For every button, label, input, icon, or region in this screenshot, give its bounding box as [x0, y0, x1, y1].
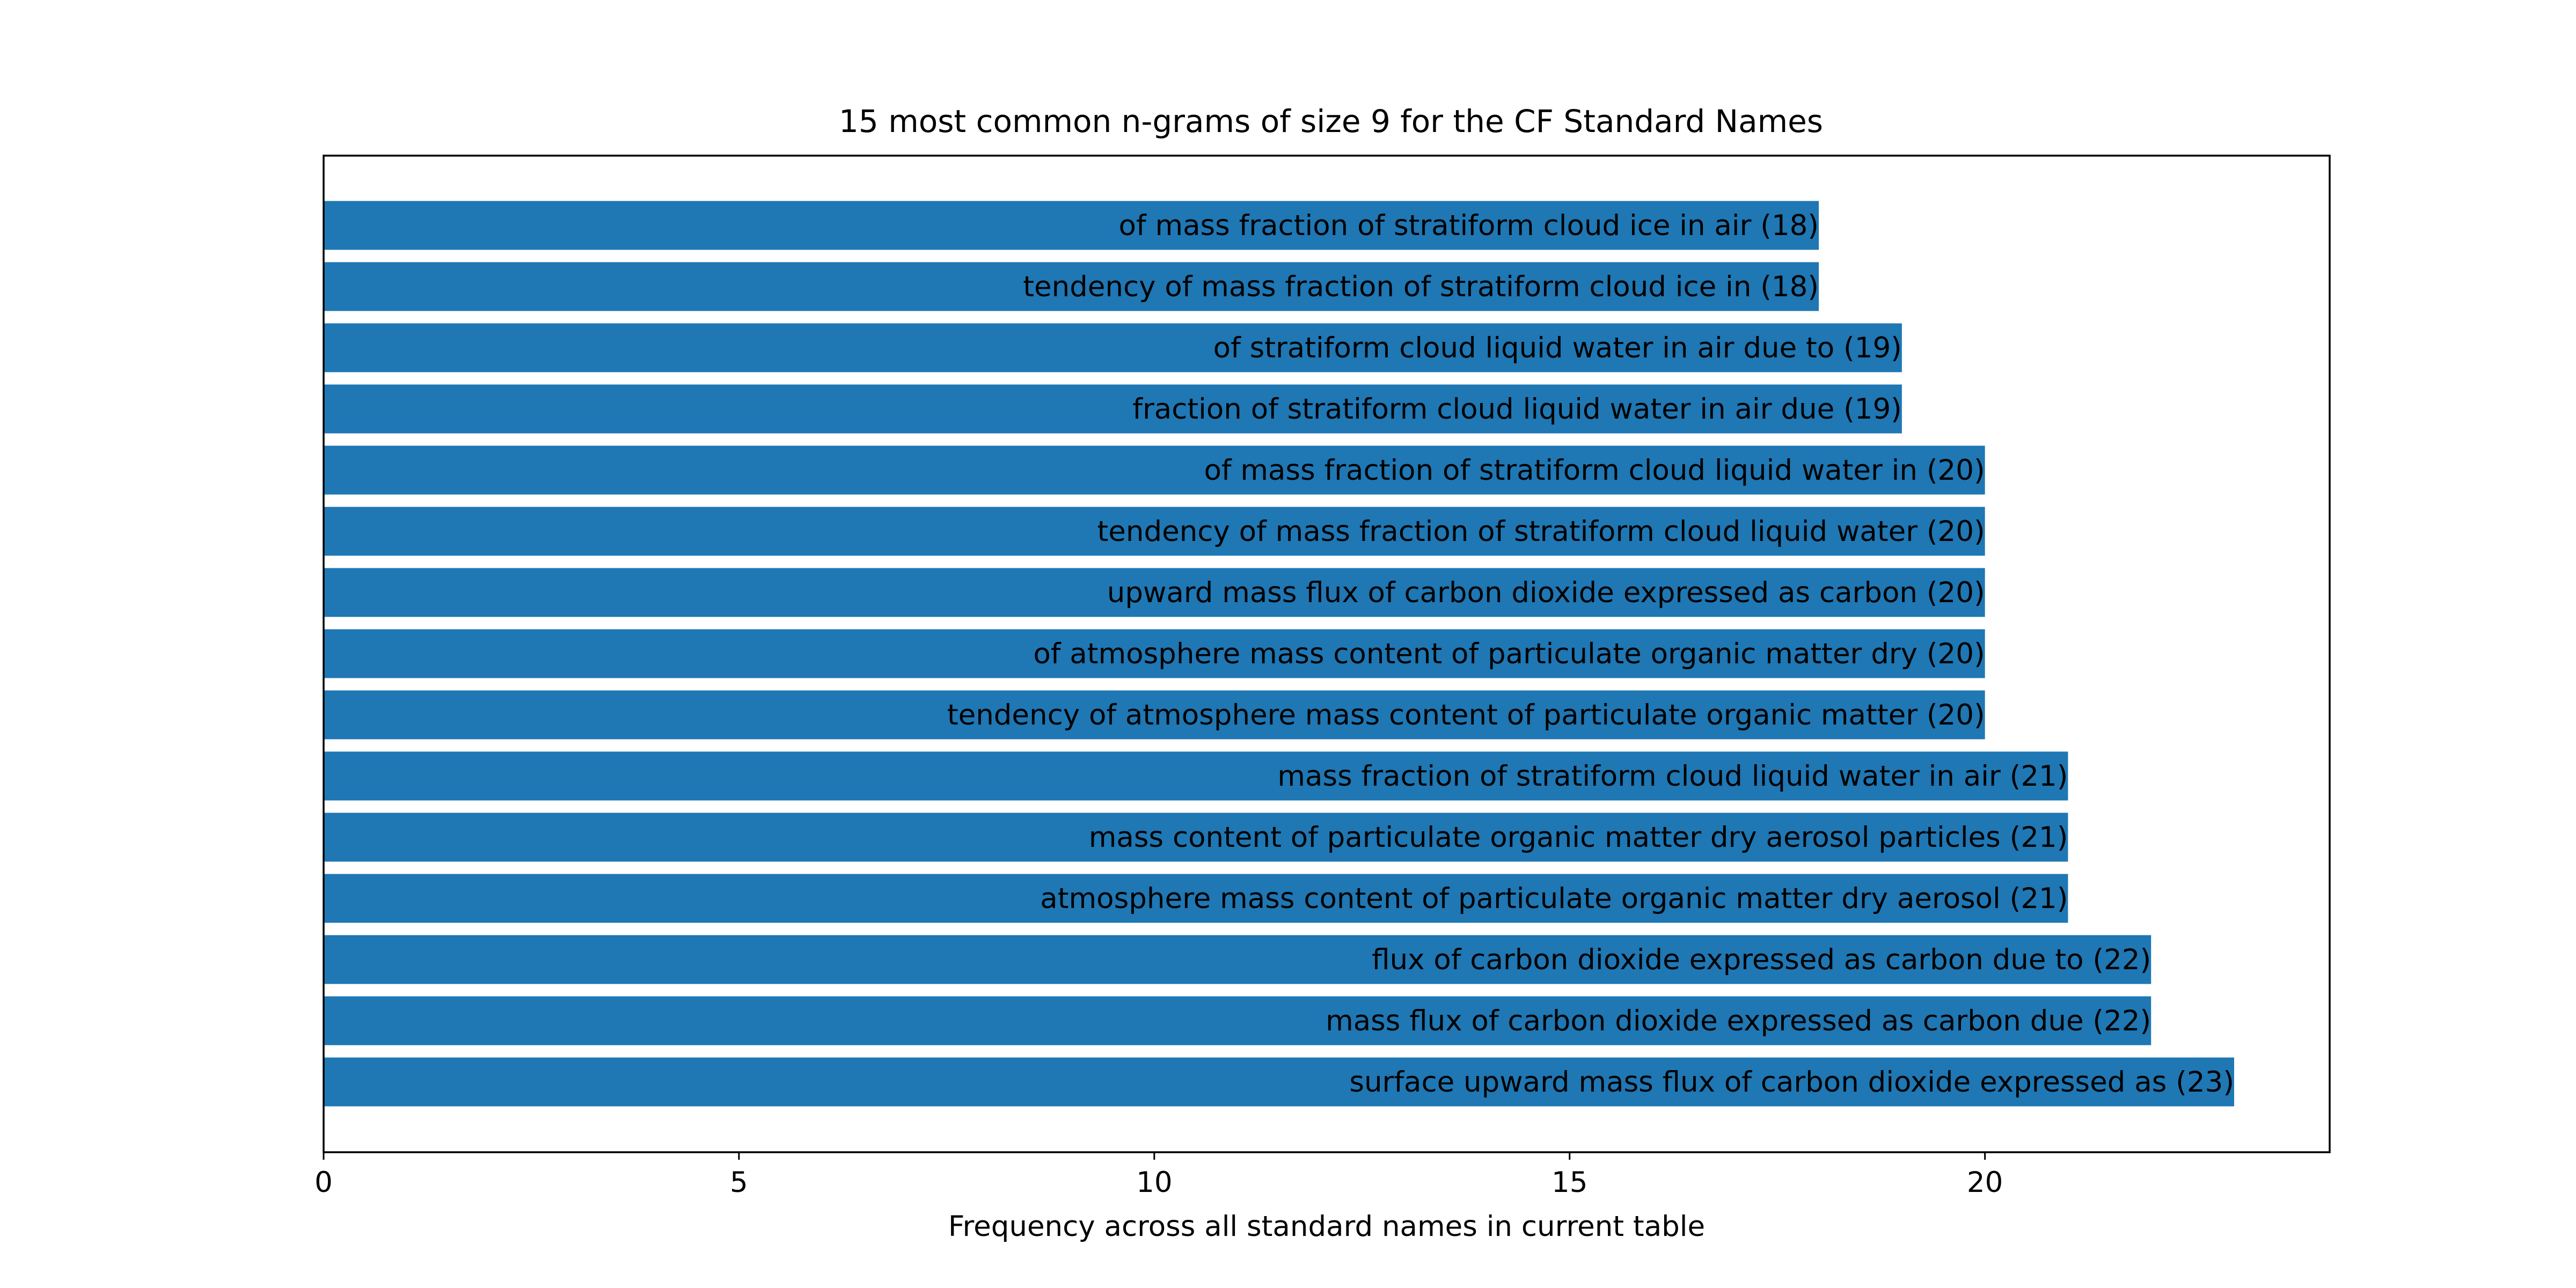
- x-tick-label: 20: [1967, 1166, 2003, 1199]
- bar-data-label: tendency of atmosphere mass content of p…: [947, 699, 1985, 731]
- bar: [324, 384, 1902, 434]
- x-tick-label: 0: [314, 1166, 333, 1199]
- bar: [324, 690, 1985, 740]
- bar-labels-group: surface upward mass flux of carbon dioxi…: [947, 209, 2234, 1099]
- bar-data-label: of atmosphere mass content of particulat…: [1033, 638, 1985, 670]
- x-tick-label: 5: [730, 1166, 748, 1199]
- bar-data-label: upward mass flux of carbon dioxide expre…: [1107, 576, 1985, 609]
- bar-data-label: of stratiform cloud liquid water in air …: [1213, 332, 1902, 364]
- bar: [324, 201, 1819, 250]
- x-axis-ticks: 0 5 10 15 20: [314, 1152, 2003, 1199]
- x-axis-label: Frequency across all standard names in c…: [948, 1210, 1705, 1243]
- bar: [324, 568, 1985, 617]
- chart-title: 15 most common n-grams of size 9 for the…: [839, 103, 1823, 140]
- bar: [324, 445, 1985, 495]
- bar: [324, 935, 2151, 984]
- bar: [324, 323, 1902, 372]
- x-tick-label: 10: [1136, 1166, 1172, 1199]
- bar: [324, 996, 2151, 1045]
- bar-data-label: mass flux of carbon dioxide expressed as…: [1326, 1005, 2151, 1037]
- x-tick-label: 15: [1552, 1166, 1587, 1199]
- bar: [324, 1057, 2234, 1107]
- bar: [324, 813, 2068, 862]
- bar-data-label: of mass fraction of stratiform cloud ice…: [1119, 209, 1819, 242]
- bar: [324, 751, 2068, 801]
- bar-data-label: mass fraction of stratiform cloud liquid…: [1277, 760, 2068, 793]
- bar-data-label: tendency of mass fraction of stratiform …: [1023, 270, 1819, 303]
- bar-data-label: surface upward mass flux of carbon dioxi…: [1349, 1066, 2234, 1099]
- bar-data-label: tendency of mass fraction of stratiform …: [1097, 515, 1985, 548]
- bar: [324, 629, 1985, 678]
- bar-data-label: of mass fraction of stratiform cloud liq…: [1204, 454, 1985, 487]
- bar-data-label: atmosphere mass content of particulate o…: [1040, 882, 2068, 915]
- bars-group: [324, 201, 2234, 1107]
- bar: [324, 507, 1985, 556]
- bar: [324, 874, 2068, 923]
- bar-data-label: fraction of stratiform cloud liquid wate…: [1132, 393, 1902, 426]
- bar: [324, 262, 1819, 311]
- bar-data-label: mass content of particulate organic matt…: [1089, 821, 2068, 854]
- plot-frame: [323, 155, 2331, 1153]
- bar-data-label: flux of carbon dioxide expressed as carb…: [1372, 943, 2151, 976]
